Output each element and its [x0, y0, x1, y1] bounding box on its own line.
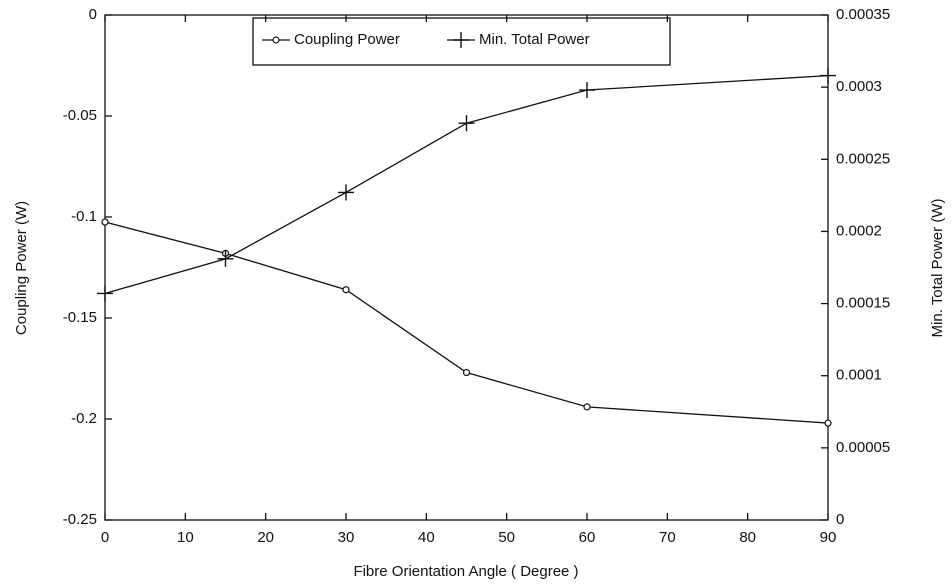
y2-tick-label: 0.0003 — [836, 78, 882, 95]
data-point — [97, 285, 113, 302]
data-point — [217, 250, 234, 267]
y2-tick-label: 0.0001 — [836, 367, 882, 384]
x-tick-label: 40 — [418, 529, 435, 546]
y-tick-label: 0 — [89, 6, 97, 23]
data-point — [820, 67, 836, 84]
x-tick-label: 50 — [498, 529, 515, 546]
y-tick-label: -0.2 — [71, 410, 97, 427]
y2-axis-label: Min. Total Power (W) — [929, 199, 946, 338]
legend-box — [252, 17, 671, 66]
legend-marker — [453, 32, 469, 48]
legend-marker — [272, 36, 280, 44]
y2-tick-label: 0.00025 — [836, 150, 890, 167]
x-tick-label: 80 — [739, 529, 756, 546]
x-tick-label: 20 — [257, 529, 274, 546]
legend-label: Coupling Power — [294, 31, 400, 48]
x-axis-label: Fibre Orientation Angle ( Degree ) — [353, 563, 578, 580]
series-line — [104, 74, 829, 295]
y-axis-label: Coupling Power (W) — [13, 201, 30, 335]
y2-tick-label: 0.00035 — [836, 6, 890, 23]
y2-tick-label: 0.0002 — [836, 222, 882, 239]
plot-frame — [104, 14, 829, 521]
y-tick-label: -0.1 — [71, 208, 97, 225]
y-tick-label: -0.15 — [63, 309, 97, 326]
data-point — [338, 184, 354, 201]
y2-tick-label: 0 — [836, 511, 844, 528]
x-tick-label: 90 — [820, 529, 837, 546]
y2-tick-label: 0.00005 — [836, 439, 890, 456]
x-tick-label: 10 — [177, 529, 194, 546]
y-tick-label: -0.05 — [63, 107, 97, 124]
x-tick-label: 30 — [338, 529, 355, 546]
x-tick-label: 70 — [659, 529, 676, 546]
data-point — [579, 82, 595, 99]
data-point — [458, 115, 475, 132]
series-line — [104, 221, 829, 424]
data-point — [583, 403, 591, 411]
data-point — [824, 419, 832, 427]
data-point — [342, 286, 350, 294]
x-tick-label: 0 — [101, 529, 109, 546]
legend-label: Min. Total Power — [479, 31, 590, 48]
y-tick-label: -0.25 — [63, 511, 97, 528]
data-point — [101, 218, 109, 226]
y2-tick-label: 0.00015 — [836, 295, 890, 312]
x-tick-label: 60 — [579, 529, 596, 546]
data-point — [462, 368, 471, 377]
